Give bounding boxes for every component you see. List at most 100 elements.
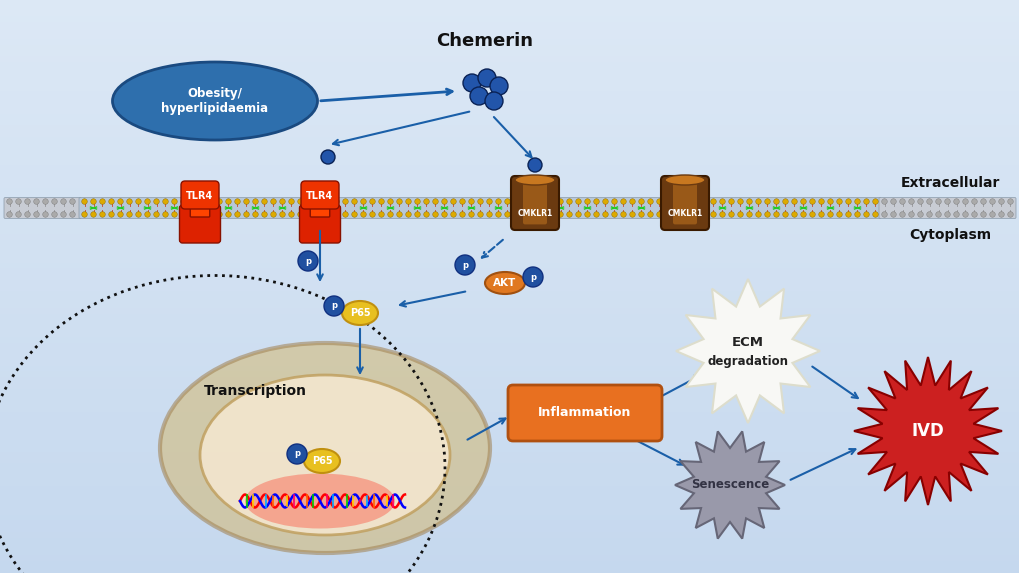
Bar xyxy=(0,344,1019,350)
Circle shape xyxy=(575,211,581,217)
Bar xyxy=(0,120,1019,126)
Bar xyxy=(0,46,1019,52)
Circle shape xyxy=(737,199,743,205)
Circle shape xyxy=(7,211,12,217)
Ellipse shape xyxy=(112,62,317,140)
Circle shape xyxy=(782,211,788,217)
Circle shape xyxy=(199,211,204,217)
Circle shape xyxy=(791,199,797,205)
Circle shape xyxy=(764,211,769,217)
Circle shape xyxy=(244,199,249,205)
Circle shape xyxy=(818,211,823,217)
Circle shape xyxy=(773,211,779,217)
Circle shape xyxy=(567,199,572,205)
Bar xyxy=(0,183,1019,189)
Bar xyxy=(0,424,1019,430)
Circle shape xyxy=(899,199,905,205)
Circle shape xyxy=(470,87,487,105)
Circle shape xyxy=(539,199,545,205)
Bar xyxy=(0,195,1019,201)
Circle shape xyxy=(486,199,492,205)
Circle shape xyxy=(361,199,366,205)
Circle shape xyxy=(91,211,96,217)
Circle shape xyxy=(692,211,698,217)
Circle shape xyxy=(286,444,307,464)
Bar xyxy=(0,499,1019,504)
Circle shape xyxy=(971,199,976,205)
Circle shape xyxy=(489,77,507,95)
Circle shape xyxy=(934,211,941,217)
Bar xyxy=(0,327,1019,332)
Bar xyxy=(0,103,1019,109)
Circle shape xyxy=(979,211,985,217)
Circle shape xyxy=(163,199,168,205)
Circle shape xyxy=(460,211,465,217)
Polygon shape xyxy=(675,431,785,539)
Bar xyxy=(0,286,1019,292)
Circle shape xyxy=(934,199,941,205)
Bar xyxy=(0,235,1019,241)
Circle shape xyxy=(863,211,868,217)
Circle shape xyxy=(109,199,114,205)
Bar xyxy=(0,86,1019,92)
Circle shape xyxy=(145,211,150,217)
Circle shape xyxy=(180,199,186,205)
FancyBboxPatch shape xyxy=(511,176,558,230)
Circle shape xyxy=(495,211,500,217)
Circle shape xyxy=(423,211,429,217)
Ellipse shape xyxy=(304,449,339,473)
Bar xyxy=(0,413,1019,418)
Circle shape xyxy=(523,267,542,287)
Bar xyxy=(0,52,1019,57)
Bar xyxy=(0,390,1019,395)
Bar xyxy=(0,539,1019,544)
FancyBboxPatch shape xyxy=(4,198,81,218)
FancyBboxPatch shape xyxy=(523,176,546,225)
Circle shape xyxy=(521,211,527,217)
Ellipse shape xyxy=(160,343,489,553)
Circle shape xyxy=(270,199,276,205)
Circle shape xyxy=(43,199,48,205)
Ellipse shape xyxy=(515,175,554,185)
Circle shape xyxy=(782,199,788,205)
Circle shape xyxy=(34,199,40,205)
Circle shape xyxy=(917,199,922,205)
Bar xyxy=(0,298,1019,304)
Circle shape xyxy=(710,211,715,217)
Circle shape xyxy=(396,199,401,205)
Bar xyxy=(0,464,1019,470)
Circle shape xyxy=(415,211,420,217)
Circle shape xyxy=(180,211,186,217)
Circle shape xyxy=(908,211,913,217)
Bar xyxy=(0,395,1019,401)
Bar xyxy=(0,109,1019,115)
FancyBboxPatch shape xyxy=(519,198,880,218)
Circle shape xyxy=(234,199,240,205)
Bar xyxy=(0,384,1019,390)
Circle shape xyxy=(557,199,562,205)
Bar xyxy=(0,309,1019,315)
Bar xyxy=(0,258,1019,264)
Text: p: p xyxy=(462,261,468,269)
Text: degradation: degradation xyxy=(707,355,788,368)
Circle shape xyxy=(728,211,734,217)
Bar xyxy=(0,304,1019,309)
Circle shape xyxy=(378,199,384,205)
Circle shape xyxy=(234,211,240,217)
Circle shape xyxy=(746,211,752,217)
Text: IVD: IVD xyxy=(911,422,944,440)
Circle shape xyxy=(890,211,896,217)
Circle shape xyxy=(369,211,375,217)
Circle shape xyxy=(683,211,689,217)
Bar xyxy=(0,80,1019,86)
FancyBboxPatch shape xyxy=(878,198,1015,218)
Circle shape xyxy=(208,199,213,205)
Bar xyxy=(0,281,1019,286)
Circle shape xyxy=(521,199,527,205)
Bar xyxy=(0,275,1019,281)
Circle shape xyxy=(575,199,581,205)
Circle shape xyxy=(171,211,177,217)
Circle shape xyxy=(469,199,474,205)
Bar xyxy=(0,550,1019,556)
Circle shape xyxy=(826,211,833,217)
